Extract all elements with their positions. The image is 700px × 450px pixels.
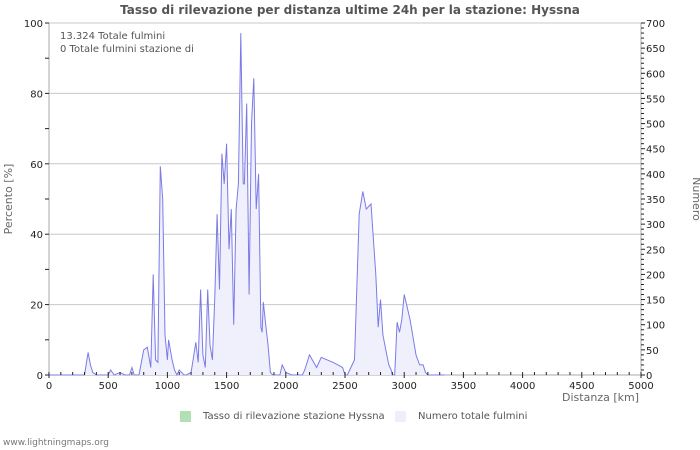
svg-text:600: 600 xyxy=(646,69,665,80)
station-strikes-text: 0 Totale fulmini stazione di xyxy=(60,44,194,55)
legend-swatch-lavender xyxy=(395,411,406,422)
svg-text:3500: 3500 xyxy=(451,381,476,392)
svg-text:500: 500 xyxy=(99,381,118,392)
svg-text:Distanza [km]: Distanza [km] xyxy=(562,391,639,404)
svg-text:0: 0 xyxy=(646,371,652,382)
svg-text:100: 100 xyxy=(646,321,665,332)
legend-label: Numero totale fulmini xyxy=(418,411,528,422)
svg-text:100: 100 xyxy=(24,19,43,30)
svg-text:350: 350 xyxy=(646,195,665,206)
svg-text:200: 200 xyxy=(646,270,665,281)
legend-label: Tasso di rilevazione stazione Hyssna xyxy=(203,411,385,422)
chart-annotation: 13.324 Totale fulmini 0 Totale fulmini s… xyxy=(60,30,194,56)
svg-text:50: 50 xyxy=(646,346,659,357)
svg-text:60: 60 xyxy=(30,160,43,171)
svg-text:2000: 2000 xyxy=(273,381,298,392)
svg-text:Numero: Numero xyxy=(690,177,700,221)
svg-text:4000: 4000 xyxy=(510,381,535,392)
chart-title: Tasso di rilevazione per distanza ultime… xyxy=(120,3,580,17)
svg-text:150: 150 xyxy=(646,296,665,307)
svg-text:1000: 1000 xyxy=(155,381,180,392)
svg-text:300: 300 xyxy=(646,220,665,231)
svg-text:650: 650 xyxy=(646,44,665,55)
svg-text:450: 450 xyxy=(646,145,665,156)
svg-text:400: 400 xyxy=(646,170,665,181)
svg-text:40: 40 xyxy=(30,230,43,241)
footer-credit: www.lightningmaps.org xyxy=(3,438,109,448)
svg-text:Percento [%]: Percento [%] xyxy=(2,164,15,235)
svg-text:550: 550 xyxy=(646,94,665,105)
legend-item-detection-rate: Tasso di rilevazione stazione Hyssna xyxy=(180,411,385,422)
svg-text:3000: 3000 xyxy=(391,381,416,392)
svg-text:250: 250 xyxy=(646,245,665,256)
svg-text:0: 0 xyxy=(46,381,52,392)
svg-text:20: 20 xyxy=(30,301,43,312)
svg-text:4500: 4500 xyxy=(569,381,594,392)
total-strikes-text: 13.324 Totale fulmini xyxy=(60,31,166,42)
svg-text:1500: 1500 xyxy=(214,381,239,392)
svg-text:700: 700 xyxy=(646,19,665,30)
svg-text:500: 500 xyxy=(646,120,665,131)
legend-item-total-strikes: Numero totale fulmini xyxy=(395,411,527,422)
svg-text:2500: 2500 xyxy=(332,381,357,392)
svg-text:0: 0 xyxy=(37,371,43,382)
legend-swatch-green xyxy=(180,411,191,422)
svg-text:80: 80 xyxy=(30,89,43,100)
svg-text:5000: 5000 xyxy=(628,381,653,392)
